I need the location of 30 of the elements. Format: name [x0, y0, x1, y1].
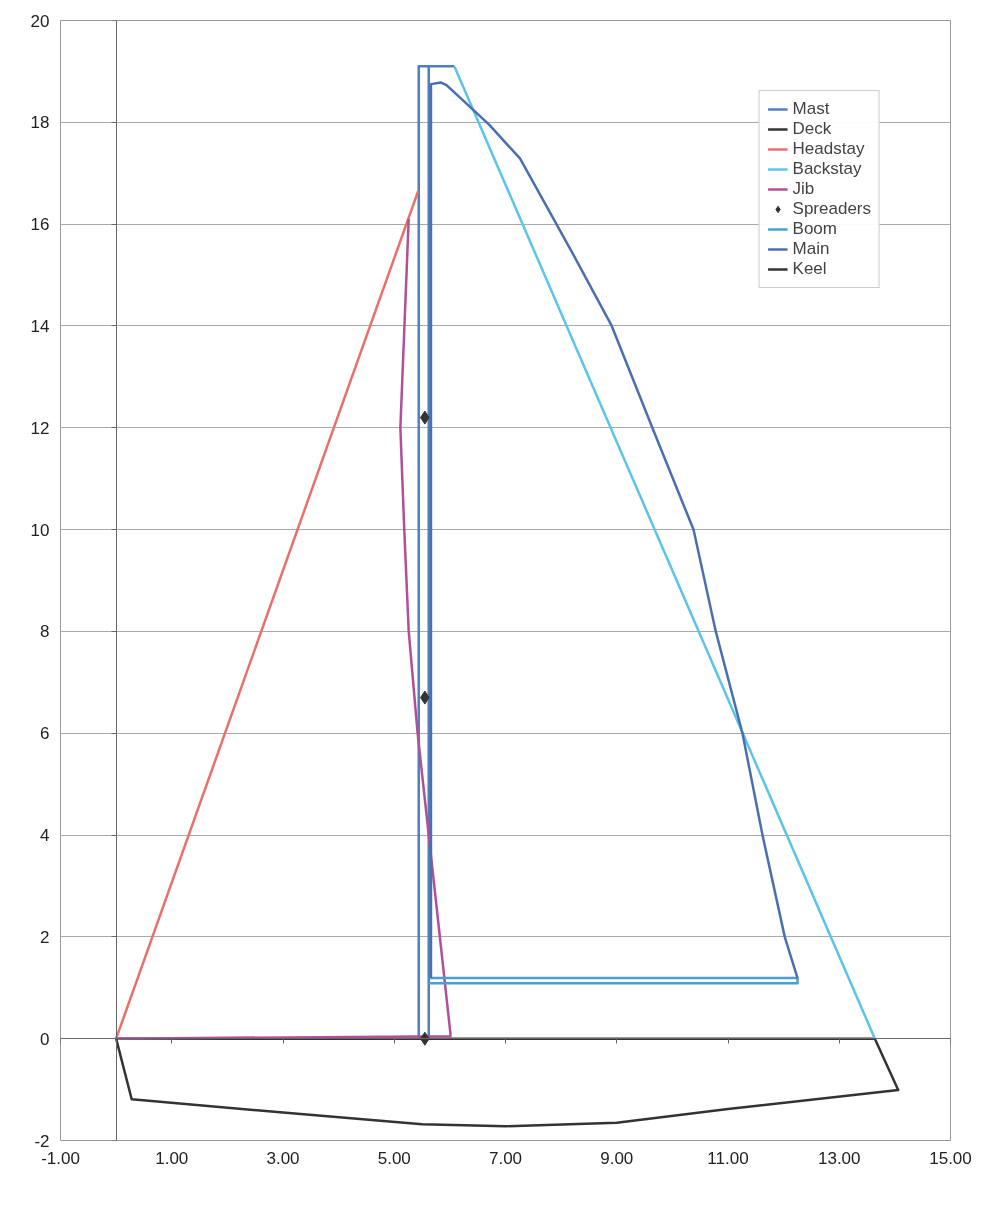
legend-label: Backstay: [792, 159, 862, 179]
y-tick-label: 18: [30, 113, 50, 133]
y-tick-label: 0: [40, 1029, 50, 1049]
x-tick-label: 5.00: [377, 1148, 411, 1168]
y-tick-label: 4: [40, 826, 50, 846]
x-tick-label: 7.00: [488, 1148, 523, 1168]
y-tick-label: 2: [40, 927, 50, 947]
legend-label: Deck: [792, 119, 832, 139]
legend-label: Main: [792, 239, 830, 259]
y-tick-label: -2: [34, 1131, 50, 1151]
y-tick-label: 10: [30, 520, 50, 540]
y-tick-label: 20: [30, 11, 50, 31]
y-tick-label: 14: [30, 316, 50, 336]
x-tick-label: 15.00: [929, 1148, 972, 1168]
y-tick-label: 8: [40, 622, 50, 642]
x-tick-label: 1.00: [155, 1148, 189, 1168]
x-tick-label: 11.00: [707, 1148, 749, 1168]
legend-label: Jib: [792, 179, 815, 199]
legend-label: Keel: [792, 259, 827, 279]
x-tick-label: 9.00: [600, 1148, 634, 1168]
y-tick-label: 16: [30, 215, 50, 235]
y-tick-label: 6: [40, 724, 50, 744]
legend-label: Boom: [792, 219, 837, 239]
x-tick-label: 13.00: [817, 1148, 861, 1168]
y-tick-label: 12: [30, 418, 50, 438]
legend-label: Mast: [792, 99, 830, 119]
legend-label: Spreaders: [792, 199, 871, 219]
x-tick-label: -1.00: [41, 1148, 80, 1168]
legend-label: Headstay: [792, 139, 865, 159]
x-tick-label: 3.00: [266, 1148, 300, 1168]
